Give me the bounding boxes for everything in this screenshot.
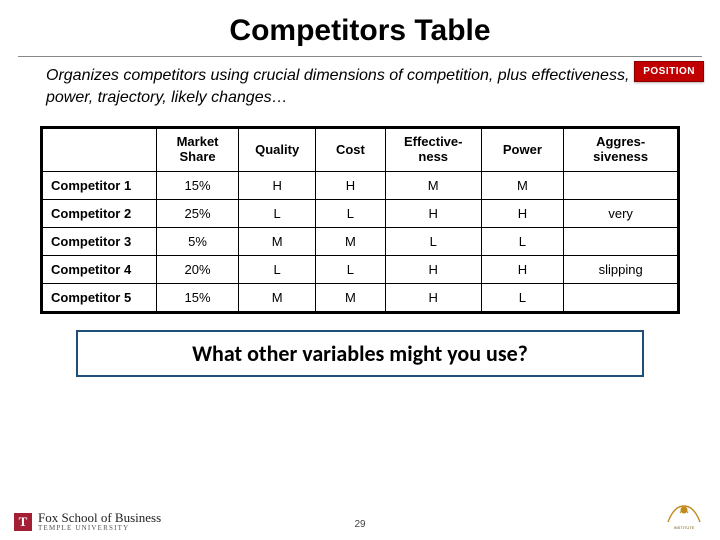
table-row: Competitor 515%MMHL bbox=[42, 284, 679, 313]
table-header-cell: Power bbox=[481, 128, 564, 172]
table-cell: H bbox=[315, 172, 385, 200]
table-cell: L bbox=[315, 200, 385, 228]
fox-logo-bottom: TEMPLE UNIVERSITY bbox=[38, 525, 161, 532]
table-cell: 5% bbox=[156, 228, 239, 256]
row-label: Competitor 1 bbox=[42, 172, 157, 200]
table-header-cell bbox=[42, 128, 157, 172]
table-cell: very bbox=[564, 200, 679, 228]
table-header-cell: Effective-ness bbox=[385, 128, 481, 172]
table-cell: slipping bbox=[564, 256, 679, 284]
table-cell: H bbox=[385, 256, 481, 284]
table-cell: M bbox=[239, 284, 315, 313]
position-badge: POSITION bbox=[634, 61, 704, 82]
row-label: Competitor 3 bbox=[42, 228, 157, 256]
table-cell: M bbox=[315, 228, 385, 256]
competitors-table-wrap: Market ShareQualityCostEffective-nessPow… bbox=[40, 126, 680, 314]
table-cell: L bbox=[481, 228, 564, 256]
table-cell: L bbox=[385, 228, 481, 256]
fox-logo: T Fox School of Business TEMPLE UNIVERSI… bbox=[14, 511, 161, 532]
innovation-logo-icon: INSTITUTE bbox=[662, 500, 706, 530]
table-row: Competitor 420%LLHHslipping bbox=[42, 256, 679, 284]
table-cell: L bbox=[239, 256, 315, 284]
row-label: Competitor 4 bbox=[42, 256, 157, 284]
temple-t-icon: T bbox=[14, 513, 32, 531]
table-cell: H bbox=[239, 172, 315, 200]
table-cell: L bbox=[315, 256, 385, 284]
table-header-cell: Aggres-siveness bbox=[564, 128, 679, 172]
table-cell: H bbox=[481, 256, 564, 284]
table-row: Competitor 35%MMLL bbox=[42, 228, 679, 256]
table-cell: H bbox=[385, 200, 481, 228]
table-cell: M bbox=[315, 284, 385, 313]
table-cell: L bbox=[481, 284, 564, 313]
svg-text:INSTITUTE: INSTITUTE bbox=[674, 525, 695, 530]
table-header-row: Market ShareQualityCostEffective-nessPow… bbox=[42, 128, 679, 172]
table-row: Competitor 225%LLHHvery bbox=[42, 200, 679, 228]
table-cell: 25% bbox=[156, 200, 239, 228]
table-cell: M bbox=[385, 172, 481, 200]
table-cell: L bbox=[239, 200, 315, 228]
footer: T Fox School of Business TEMPLE UNIVERSI… bbox=[0, 492, 720, 532]
page-number: 29 bbox=[354, 519, 365, 530]
table-cell: 15% bbox=[156, 284, 239, 313]
table-row: Competitor 115%HHMM bbox=[42, 172, 679, 200]
table-cell: 15% bbox=[156, 172, 239, 200]
fox-logo-top: Fox School of Business bbox=[38, 511, 161, 525]
table-cell bbox=[564, 228, 679, 256]
competitors-table: Market ShareQualityCostEffective-nessPow… bbox=[40, 126, 680, 314]
table-cell: M bbox=[481, 172, 564, 200]
row-label: Competitor 5 bbox=[42, 284, 157, 313]
table-header-cell: Quality bbox=[239, 128, 315, 172]
table-cell bbox=[564, 284, 679, 313]
table-cell: 20% bbox=[156, 256, 239, 284]
slide-title: Competitors Table bbox=[0, 0, 720, 56]
row-label: Competitor 2 bbox=[42, 200, 157, 228]
table-cell bbox=[564, 172, 679, 200]
callout-question: What other variables might you use? bbox=[76, 330, 644, 377]
subtitle-text: Organizes competitors using crucial dime… bbox=[46, 65, 674, 108]
table-cell: M bbox=[239, 228, 315, 256]
table-header-cell: Market Share bbox=[156, 128, 239, 172]
table-header-cell: Cost bbox=[315, 128, 385, 172]
subtitle-region: Organizes competitors using crucial dime… bbox=[46, 65, 674, 108]
table-cell: H bbox=[385, 284, 481, 313]
title-divider bbox=[18, 56, 702, 57]
table-cell: H bbox=[481, 200, 564, 228]
fox-logo-text: Fox School of Business TEMPLE UNIVERSITY bbox=[38, 511, 161, 532]
